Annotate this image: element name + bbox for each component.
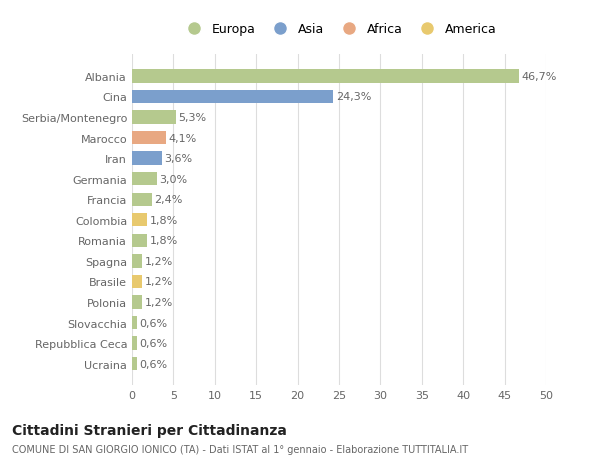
Bar — [132, 275, 142, 289]
Bar — [132, 255, 142, 268]
Bar — [132, 337, 137, 350]
Bar — [132, 296, 142, 309]
Text: 46,7%: 46,7% — [521, 72, 557, 82]
Bar — [132, 234, 147, 247]
Bar — [132, 70, 518, 84]
Bar — [132, 213, 147, 227]
Bar — [132, 316, 137, 330]
Text: COMUNE DI SAN GIORGIO IONICO (TA) - Dati ISTAT al 1° gennaio - Elaborazione TUTT: COMUNE DI SAN GIORGIO IONICO (TA) - Dati… — [12, 444, 468, 454]
Text: 1,2%: 1,2% — [145, 297, 173, 308]
Text: 1,2%: 1,2% — [145, 277, 173, 287]
Bar — [132, 193, 152, 207]
Text: 24,3%: 24,3% — [335, 92, 371, 102]
Text: 0,6%: 0,6% — [139, 359, 167, 369]
Text: 5,3%: 5,3% — [178, 113, 206, 123]
Text: 0,6%: 0,6% — [139, 338, 167, 348]
Bar — [132, 152, 162, 165]
Text: 1,8%: 1,8% — [149, 236, 178, 246]
Text: 3,6%: 3,6% — [164, 154, 193, 164]
Text: 1,2%: 1,2% — [145, 256, 173, 266]
Bar — [132, 111, 176, 124]
Text: 2,4%: 2,4% — [154, 195, 183, 205]
Legend: Europa, Asia, Africa, America: Europa, Asia, Africa, America — [176, 18, 502, 41]
Bar — [132, 90, 333, 104]
Text: Cittadini Stranieri per Cittadinanza: Cittadini Stranieri per Cittadinanza — [12, 423, 287, 437]
Bar — [132, 173, 157, 186]
Text: 4,1%: 4,1% — [169, 133, 197, 143]
Text: 0,6%: 0,6% — [139, 318, 167, 328]
Bar — [132, 357, 137, 370]
Text: 1,8%: 1,8% — [149, 215, 178, 225]
Bar — [132, 132, 166, 145]
Text: 3,0%: 3,0% — [160, 174, 187, 185]
